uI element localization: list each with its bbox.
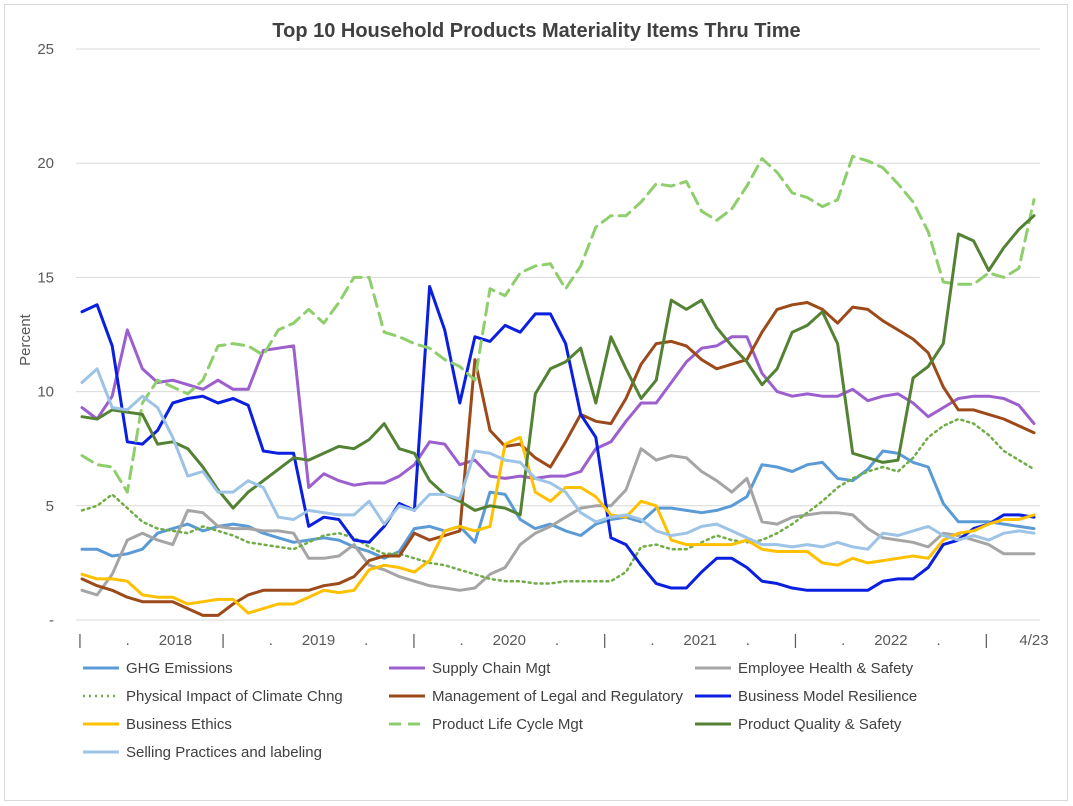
series-line-9 (80, 214, 1036, 517)
x-tick-label: 2020 (493, 632, 526, 649)
x-tick-label: | (221, 632, 225, 649)
x-tick-label: . (269, 632, 273, 649)
x-tick-label: 2018 (159, 632, 192, 649)
y-axis-label: Percent (17, 313, 34, 366)
x-tick-label: . (746, 632, 750, 649)
series-line-4 (80, 417, 1036, 585)
x-tick-label: 2019 (302, 632, 335, 649)
y-tick-label: - (49, 612, 54, 629)
x-tick-label: | (603, 632, 607, 649)
chart-frame (4, 4, 1068, 801)
series-line-7 (80, 435, 1036, 615)
x-tick-label: . (364, 632, 368, 649)
x-tick-label: . (555, 632, 559, 649)
x-tick-label: 2021 (683, 632, 716, 649)
series-line-8 (80, 154, 1036, 494)
series-line-6 (80, 285, 1036, 592)
y-tick-label: 20 (37, 155, 54, 172)
x-tick-label: 4/23 (1019, 632, 1048, 649)
x-tick-label: . (841, 632, 845, 649)
x-tick-label: . (937, 632, 941, 649)
x-tick-label: | (412, 632, 416, 649)
x-tick-label: | (984, 632, 988, 649)
x-tick-label: . (460, 632, 464, 649)
y-tick-label: 25 (37, 41, 54, 58)
chart-title: Top 10 Household Products Materiality It… (272, 20, 801, 42)
y-tick-label: 10 (37, 384, 54, 401)
series-line-2 (80, 328, 1036, 489)
x-tick-label: | (78, 632, 82, 649)
x-tick-label: 2022 (874, 632, 907, 649)
x-tick-label: . (126, 632, 130, 649)
x-tick-label: | (794, 632, 798, 649)
series-line-10 (80, 367, 1036, 551)
series-line-5 (80, 301, 1036, 617)
x-tick-label: . (650, 632, 654, 649)
y-tick-label: 15 (37, 269, 54, 286)
series-line-3 (80, 447, 1036, 597)
series-line-1 (80, 449, 1036, 560)
y-tick-label: 5 (46, 498, 54, 515)
